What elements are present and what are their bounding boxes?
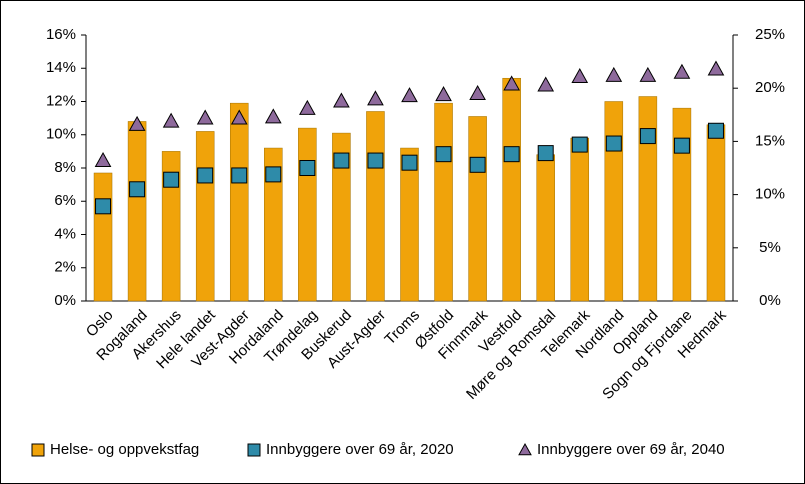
square-marker <box>673 137 690 154</box>
legend-marker <box>518 442 532 456</box>
triangle-marker <box>503 75 521 91</box>
bar <box>127 121 147 302</box>
legend-label: Innbyggere over 69 år, 2020 <box>266 441 454 458</box>
bar <box>195 131 215 302</box>
legend-label: Helse- og oppvekstfag <box>50 441 199 458</box>
bar <box>638 96 658 302</box>
y-tick-label: 16% <box>46 26 76 43</box>
triangle-marker <box>94 152 112 168</box>
triangle-marker <box>230 109 248 125</box>
y2-tick-label: 15% <box>755 132 785 149</box>
square-marker <box>469 156 486 173</box>
bar <box>502 77 521 302</box>
y2-tick-label: 20% <box>755 79 785 96</box>
square-marker <box>503 146 520 163</box>
bar <box>298 127 317 302</box>
square-marker <box>333 152 350 169</box>
y2-tick-label: 10% <box>755 186 785 203</box>
y-tick-label: 8% <box>54 159 76 176</box>
square-marker <box>265 166 282 183</box>
square-marker <box>639 128 656 145</box>
y-tick-label: 0% <box>54 292 76 309</box>
triangle-marker <box>605 66 623 82</box>
square-marker <box>197 167 214 184</box>
bar <box>672 107 692 302</box>
bar <box>706 124 726 302</box>
triangle-marker <box>707 60 725 76</box>
triangle-marker <box>367 90 384 106</box>
bar <box>93 172 113 302</box>
triangle-marker <box>537 76 555 92</box>
bar <box>536 154 555 302</box>
square-marker <box>537 145 554 162</box>
triangle-marker <box>333 92 350 108</box>
y-tick-label: 6% <box>54 192 76 209</box>
y-tick-label: 14% <box>46 59 76 76</box>
legend-label: Innbyggere over 69 år, 2040 <box>537 441 725 458</box>
y2-tick-label: 0% <box>759 292 781 309</box>
square-marker <box>605 135 622 152</box>
triangle-marker <box>298 99 316 115</box>
triangle-marker <box>435 86 452 102</box>
square-marker <box>435 146 452 163</box>
bar <box>332 132 351 302</box>
triangle-marker <box>196 109 214 125</box>
y-tick-label: 10% <box>46 126 76 143</box>
y2-tick-label: 5% <box>759 239 781 256</box>
bar <box>434 102 453 302</box>
triangle-marker <box>264 108 282 124</box>
triangle-marker <box>673 63 691 79</box>
square-marker <box>367 152 384 169</box>
bar <box>570 137 590 302</box>
bar <box>604 101 624 302</box>
square-marker <box>401 154 418 171</box>
bar <box>468 116 487 302</box>
y2-tick-label: 25% <box>755 26 785 43</box>
square-marker <box>231 167 248 184</box>
bar <box>161 151 181 302</box>
y-tick-label: 2% <box>54 259 76 276</box>
triangle-marker <box>571 67 589 83</box>
triangle-marker <box>639 66 657 82</box>
triangle-marker <box>162 112 180 128</box>
bar <box>400 147 419 302</box>
square-marker <box>129 181 146 198</box>
square-marker <box>163 171 180 188</box>
square-marker <box>571 136 588 153</box>
bar <box>264 147 283 302</box>
square-marker <box>299 160 316 176</box>
y-tick-label: 4% <box>54 225 76 242</box>
square-marker <box>95 198 112 215</box>
bar <box>229 102 249 302</box>
square-marker <box>707 122 724 139</box>
y-tick-label: 12% <box>46 92 76 109</box>
triangle-marker <box>469 84 486 101</box>
bar <box>366 111 385 302</box>
legend-marker <box>31 443 45 457</box>
legend-marker <box>247 443 261 457</box>
triangle-marker <box>128 115 146 131</box>
triangle-marker <box>401 87 418 103</box>
